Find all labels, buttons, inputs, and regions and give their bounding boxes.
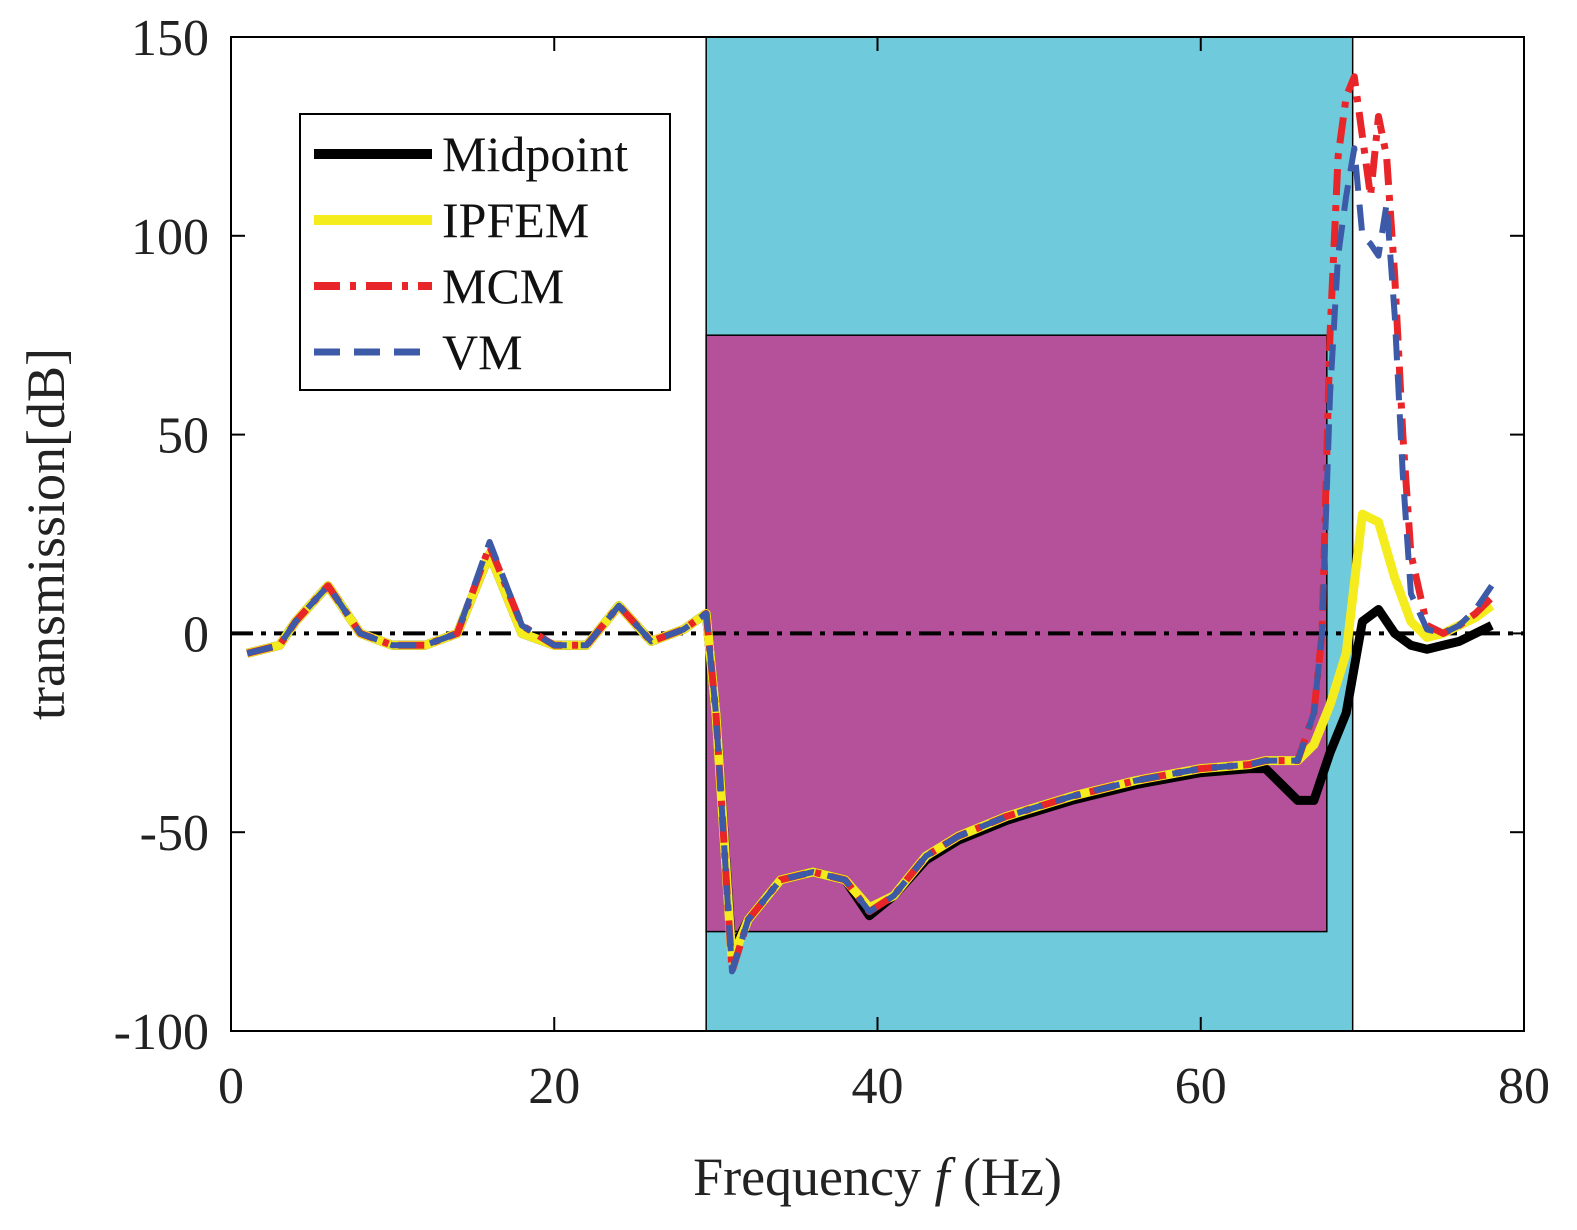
y-tick-label: -50 bbox=[140, 805, 209, 862]
y-tick-label: -100 bbox=[114, 1004, 209, 1061]
legend: Midpoint IPFEM MCM VM bbox=[299, 113, 671, 391]
y-tick-label: 0 bbox=[183, 606, 209, 663]
x-tick-label: 40 bbox=[852, 1058, 904, 1115]
x-tick-label: 20 bbox=[528, 1058, 580, 1115]
bands-layer bbox=[705, 36, 1354, 1032]
legend-label-vm: VM bbox=[442, 324, 523, 380]
x-tick-label: 80 bbox=[1498, 1058, 1550, 1115]
legend-label-ipfem: IPFEM bbox=[442, 192, 589, 248]
series-layer bbox=[246, 73, 1495, 975]
ticks-layer: 0 20 40 60 80 -100 -50 0 50 100 150 bbox=[114, 10, 1550, 1115]
legend-items: Midpoint IPFEM MCM VM bbox=[314, 126, 628, 380]
legend-box bbox=[299, 113, 671, 391]
y-axis-label: transmission[dB] bbox=[16, 348, 76, 720]
series-line-vm bbox=[246, 145, 1495, 975]
x-axis-label-prefix: Frequency bbox=[693, 1147, 934, 1207]
y-tick-label: 50 bbox=[157, 408, 209, 465]
x-tick-label: 0 bbox=[218, 1058, 244, 1115]
x-axis-label-suffix: (Hz) bbox=[950, 1147, 1062, 1207]
legend-label-midpoint: Midpoint bbox=[442, 126, 628, 182]
x-tick-label: 60 bbox=[1175, 1058, 1227, 1115]
x-axis-label: Frequency f (Hz) bbox=[693, 1147, 1062, 1207]
y-tick-label: 100 bbox=[131, 209, 209, 266]
legend-label-mcm: MCM bbox=[442, 258, 564, 314]
y-tick-label: 150 bbox=[131, 10, 209, 67]
